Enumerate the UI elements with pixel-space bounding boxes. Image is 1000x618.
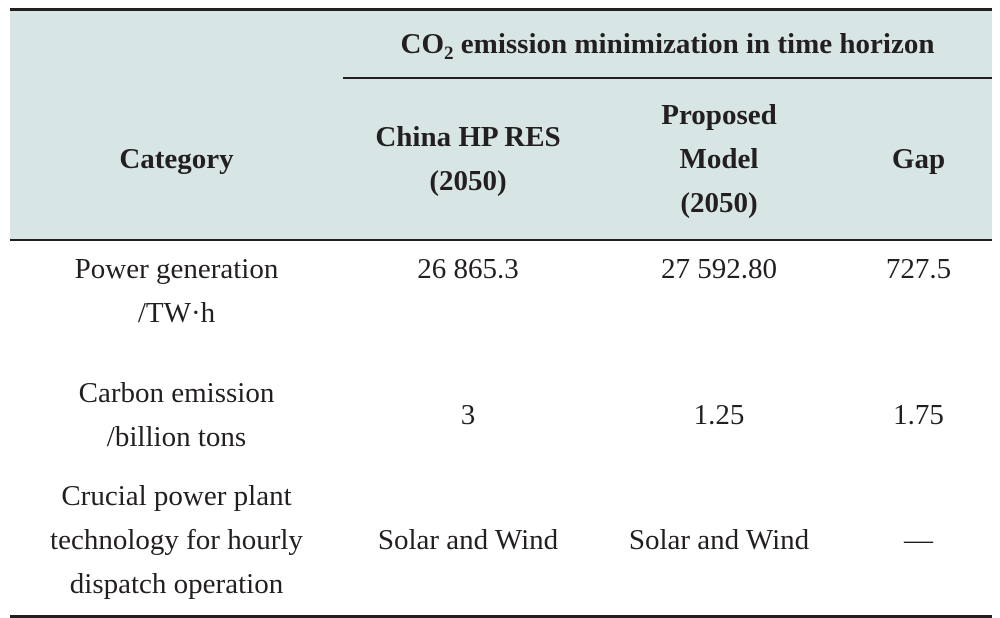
group-header-cell: CO2 emission minimization in time horizo… bbox=[343, 8, 993, 79]
column-header-line: (2050) bbox=[429, 165, 507, 197]
proposed-model-cell: 1.25 bbox=[693, 399, 745, 431]
comparison-table: CO2 emission minimization in time horizo… bbox=[10, 8, 993, 618]
gap-cell: 727.5 bbox=[885, 253, 952, 285]
column-header-category: Category bbox=[10, 78, 343, 241]
column-header-line: (2050) bbox=[680, 187, 758, 219]
category-line: technology for hourly bbox=[50, 524, 303, 556]
china-hp-res-cell: 26 865.3 bbox=[417, 253, 519, 285]
column-header-proposed-model: Proposed Model (2050) bbox=[593, 78, 845, 241]
group-header-row: CO2 emission minimization in time horizo… bbox=[10, 8, 993, 79]
group-header-suffix: emission minimization in time horizon bbox=[453, 27, 935, 60]
gap-cell: 1.75 bbox=[893, 399, 944, 431]
table-row: Crucial power plant technology for hourl… bbox=[10, 465, 993, 618]
category-line: /billion tons bbox=[106, 421, 247, 453]
proposed-model-cell: Solar and Wind bbox=[593, 465, 845, 618]
table-body: Power generation /TW·h 26 865.3 27 592.8… bbox=[10, 240, 993, 618]
table-header: CO2 emission minimization in time horizo… bbox=[10, 8, 993, 241]
group-header-prefix: CO bbox=[400, 27, 445, 60]
category-line: /TW·h bbox=[137, 297, 216, 329]
category-line: dispatch operation bbox=[69, 568, 284, 600]
category-line: Carbon emission bbox=[78, 377, 275, 409]
category-line: Power generation bbox=[74, 253, 279, 285]
gap-cell: — bbox=[845, 465, 993, 618]
column-header-line: Category bbox=[119, 142, 234, 175]
column-header-row: Category China HP RES (2050) Proposed Mo… bbox=[10, 78, 993, 241]
column-header-line: Proposed bbox=[661, 99, 777, 131]
category-cell: Crucial power plant technology for hourl… bbox=[10, 465, 343, 618]
column-header-gap: Gap bbox=[845, 78, 993, 241]
column-header-line: China HP RES bbox=[375, 121, 561, 153]
table-row: Carbon emission /billion tons 3 1.25 1.7… bbox=[10, 365, 992, 465]
group-header-title: CO2 emission minimization in time horizo… bbox=[400, 27, 935, 64]
column-header-line: Gap bbox=[891, 143, 946, 175]
china-hp-res-cell: Solar and Wind bbox=[343, 465, 593, 618]
category-line: Crucial power plant bbox=[61, 480, 292, 512]
column-header-china-hp-res: China HP RES (2050) bbox=[343, 78, 593, 241]
category-cell: Carbon emission /billion tons bbox=[10, 365, 343, 465]
group-header-blank-cell bbox=[10, 8, 343, 78]
column-header-line: Model bbox=[679, 143, 759, 175]
group-header-subscript: 2 bbox=[444, 42, 454, 64]
category-cell: Power generation /TW·h bbox=[10, 240, 343, 365]
table-row: Power generation /TW·h 26 865.3 27 592.8… bbox=[10, 240, 992, 365]
proposed-model-cell: 27 592.80 bbox=[661, 253, 777, 285]
china-hp-res-cell: 3 bbox=[460, 399, 476, 431]
